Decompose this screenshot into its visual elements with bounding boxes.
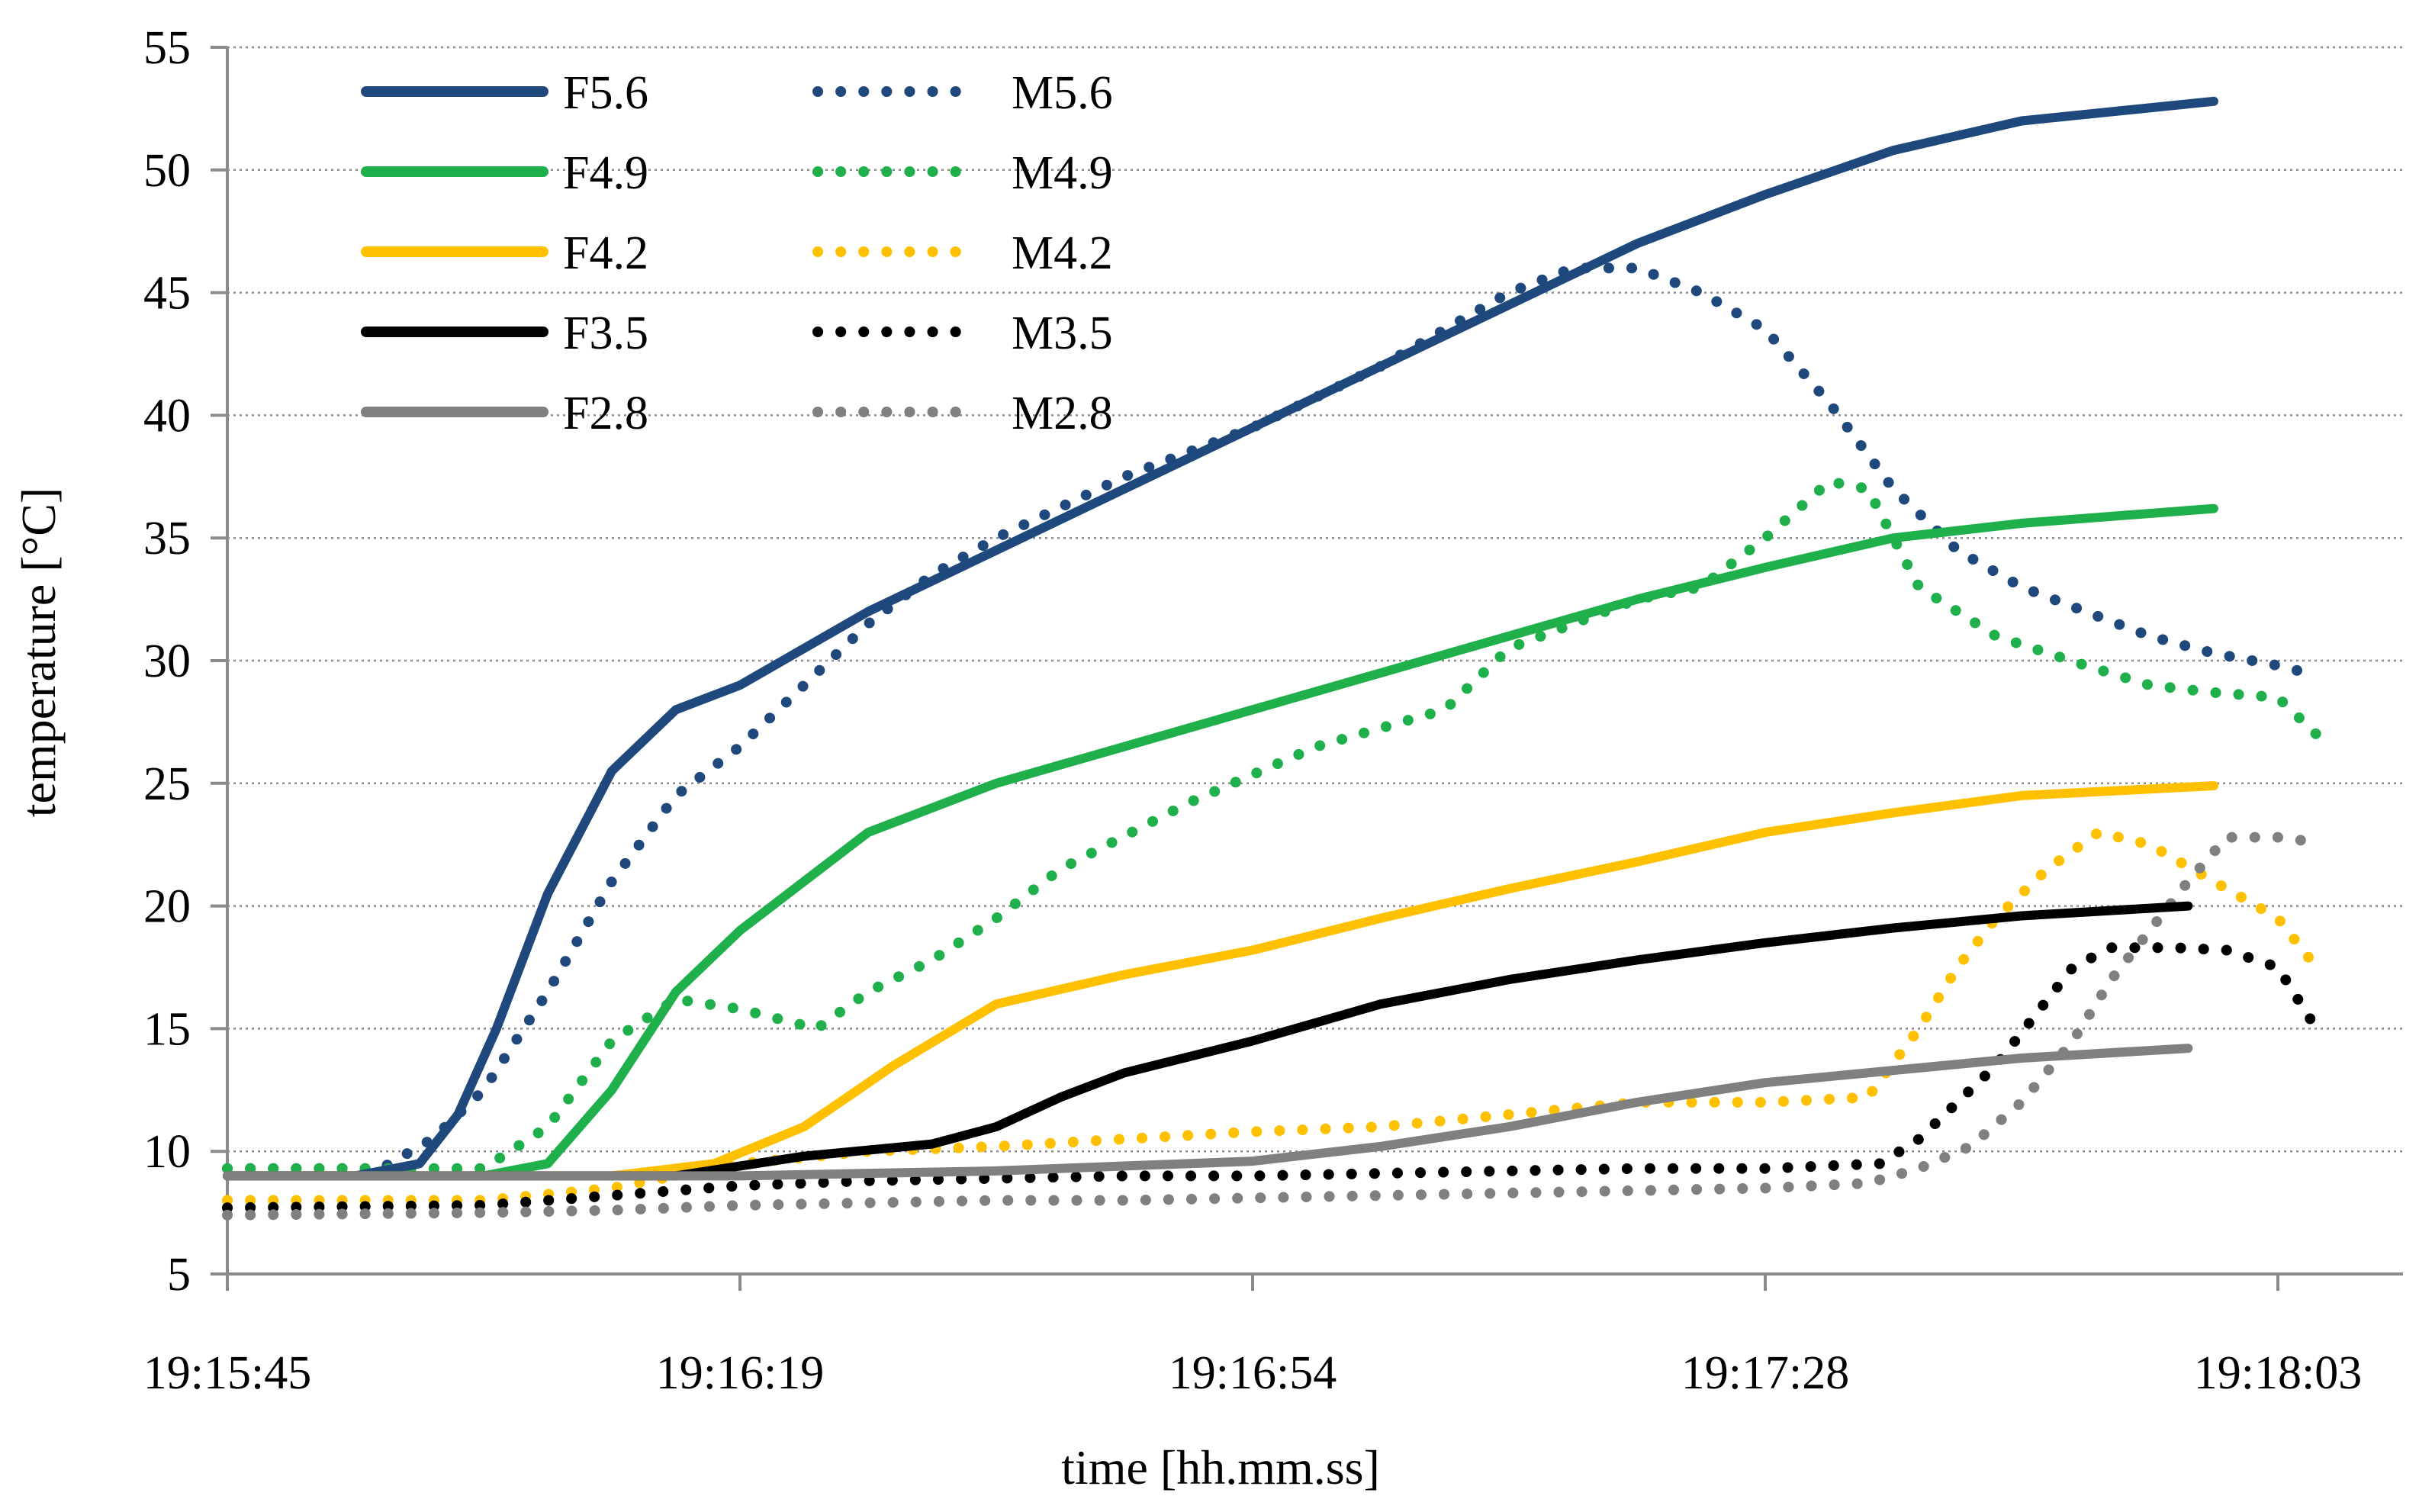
legend-label-m4-9: M4.9 — [1012, 147, 1113, 199]
x-tick-label-160: 19:18:03 — [2194, 1347, 2362, 1399]
data-series — [222, 96, 2322, 1221]
legend-label-f4-2: F4.2 — [563, 227, 648, 279]
x-tick-label-80: 19:16:54 — [1169, 1347, 1337, 1399]
x-tick-label-0: 19:15:45 — [143, 1347, 311, 1399]
y-tick-label-30: 30 — [143, 635, 191, 687]
y-tick-label-10: 10 — [143, 1126, 191, 1178]
series-line-f4-9 — [223, 503, 2218, 1181]
x-tick-label-120: 19:17:28 — [1681, 1347, 1849, 1399]
x-axis-title: time [hh.mm.ss] — [1061, 1440, 1380, 1494]
series-line-f3-5 — [223, 901, 2193, 1181]
series-line-f5-6 — [223, 96, 2218, 1181]
y-tick-label-50: 50 — [143, 145, 191, 197]
legend: F5.6 F4.9 F4.2 F3.5 F2.8 M5.6 M4.9 M4.2 M3.5 M2.8 — [361, 67, 1113, 439]
y-tick-labels: 5 10 15 20 25 30 35 40 45 50 55 — [143, 22, 227, 1301]
legend-label-f4-9: F4.9 — [563, 147, 648, 199]
y-tick-label-45: 45 — [143, 268, 191, 320]
y-axis-title: temperature [°C] — [11, 487, 66, 818]
legend-label-m4-2: M4.2 — [1012, 227, 1113, 279]
legend-label-f5-6: F5.6 — [563, 67, 648, 119]
legend-label-f3-5: F3.5 — [563, 307, 648, 359]
y-tick-label-25: 25 — [143, 758, 191, 810]
x-tick-label-40: 19:16:19 — [656, 1347, 824, 1399]
x-tick-labels: 19:15:45 19:16:19 19:16:54 19:17:28 19:18:03 — [143, 1274, 2362, 1399]
series-line-m3-5 — [222, 942, 2322, 1214]
series-line-m2-8 — [222, 832, 2322, 1221]
series-line-f4-2 — [223, 781, 2218, 1181]
series-line-m4-9 — [222, 476, 2322, 1174]
gridlines — [227, 46, 2403, 1153]
legend-label-m5-6: M5.6 — [1012, 67, 1113, 119]
y-tick-label-5: 5 — [167, 1249, 191, 1301]
legend-label-m3-5: M3.5 — [1012, 307, 1113, 359]
y-tick-label-55: 55 — [143, 22, 191, 74]
series-line-f2-8 — [223, 1044, 2193, 1181]
y-tick-label-35: 35 — [143, 513, 191, 565]
legend-label-f2-8: F2.8 — [563, 388, 648, 439]
y-tick-label-20: 20 — [143, 881, 191, 933]
legend-label-m2-8: M2.8 — [1012, 388, 1113, 439]
y-tick-label-40: 40 — [143, 390, 191, 442]
series-line-m4-2 — [222, 827, 2322, 1206]
y-tick-label-15: 15 — [143, 1003, 191, 1055]
